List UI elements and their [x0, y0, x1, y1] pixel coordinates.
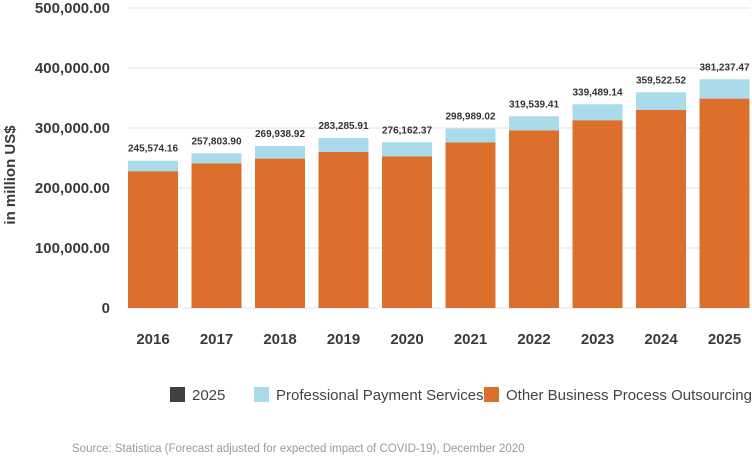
x-tick-label: 2022	[517, 331, 550, 348]
data-label: 257,803.90	[191, 136, 241, 147]
bars	[128, 79, 750, 308]
bar-segment-other-bpo	[699, 98, 750, 308]
bar-segment-payment-services	[128, 160, 178, 172]
bar-segment-other-bpo	[382, 156, 432, 308]
source-note: Source: Statistica (Forecast adjusted fo…	[72, 443, 525, 455]
x-tick-label: 2024	[644, 331, 678, 348]
legend: 2025 Professional Payment Services Other B…	[170, 387, 752, 404]
legend-item: Professional Payment Services	[254, 387, 484, 404]
x-tick-label: 2023	[581, 331, 614, 348]
bar-segment-payment-services	[318, 138, 369, 152]
data-label: 339,489.14	[572, 87, 622, 98]
x-tick-label: 2025	[708, 331, 741, 348]
legend-label: Professional Payment Services	[276, 387, 484, 404]
x-tick-label: 2021	[454, 331, 487, 348]
legend-swatch	[484, 387, 499, 402]
legend-label: 2025	[192, 387, 225, 404]
data-label: 381,237.47	[699, 62, 749, 73]
bar-segment-other-bpo	[509, 130, 559, 308]
legend-item: 2025	[170, 387, 225, 404]
y-tick-label: 400,000.00	[35, 60, 110, 77]
x-tick-label: 2020	[390, 331, 423, 348]
data-label: 319,539.41	[509, 99, 559, 110]
bar-segment-payment-services	[191, 153, 242, 164]
bar-segment-payment-services	[572, 104, 623, 121]
bar-segment-payment-services	[255, 146, 305, 159]
data-labels: 245,574.16 257,803.90 269,938.92 283,285.91…	[128, 62, 750, 154]
data-label: 359,522.52	[636, 75, 686, 86]
bar-segment-payment-services	[382, 142, 432, 157]
legend-swatch	[254, 387, 269, 402]
x-tick-label: 2016	[136, 331, 169, 348]
legend-swatch	[170, 387, 185, 402]
x-tick-label: 2019	[327, 331, 360, 348]
bar-segment-other-bpo	[191, 163, 242, 308]
legend-item: Other Business Process Outsourcing	[484, 387, 752, 404]
bar-segment-payment-services	[699, 79, 750, 99]
bar-segment-payment-services	[509, 116, 559, 131]
y-axis-ticks: 0 100,000.00 200,000.00 300,000.00 400,000.0…	[35, 0, 110, 317]
bar-segment-other-bpo	[318, 152, 369, 308]
y-tick-label: 200,000.00	[35, 180, 110, 197]
x-tick-label: 2017	[200, 331, 233, 348]
data-label: 283,285.91	[318, 121, 368, 132]
y-tick-label: 100,000.00	[35, 240, 110, 257]
legend-label: Other Business Process Outsourcing	[506, 387, 752, 404]
x-tick-label: 2018	[263, 331, 296, 348]
bar-segment-other-bpo	[572, 120, 623, 308]
bar-segment-other-bpo	[255, 158, 305, 308]
data-label: 276,162.37	[382, 125, 432, 136]
data-label: 245,574.16	[128, 144, 178, 155]
bar-segment-other-bpo	[128, 171, 178, 308]
bar-segment-payment-services	[445, 128, 496, 143]
bar-segment-other-bpo	[636, 110, 686, 308]
bar-segment-other-bpo	[445, 142, 496, 308]
y-tick-label: 500,000.00	[35, 0, 110, 17]
bar-segment-payment-services	[636, 92, 686, 110]
data-label: 298,989.02	[445, 112, 495, 123]
y-tick-label: 0	[102, 300, 110, 317]
data-label: 269,938.92	[255, 129, 305, 140]
x-axis-ticks: 2016 2017 2018 2019 2020 2021 2022 2023 2024 2025	[136, 331, 741, 348]
y-axis-label: in million US$	[2, 125, 19, 225]
y-tick-label: 300,000.00	[35, 120, 110, 137]
